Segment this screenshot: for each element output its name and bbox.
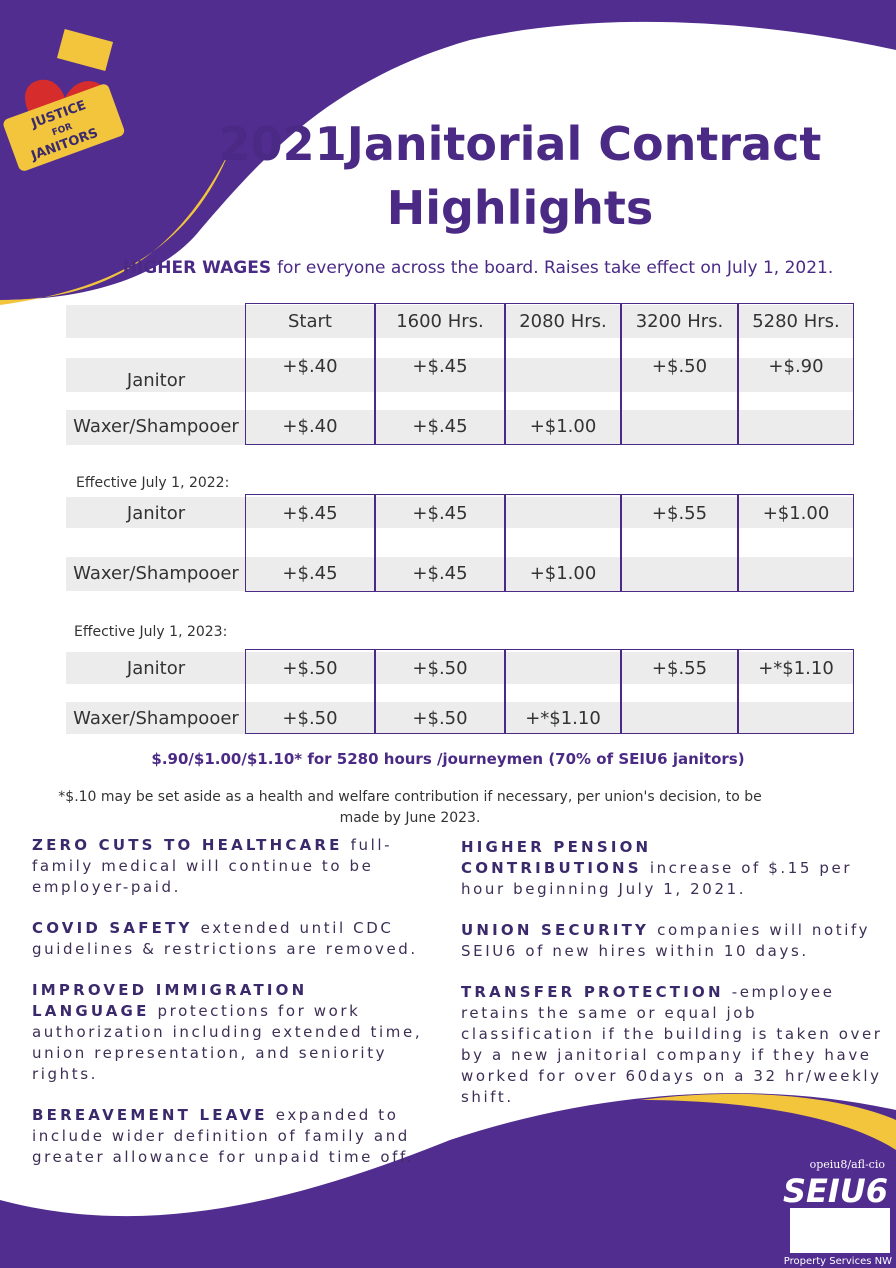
wage-cell: +$.45 <box>412 356 468 377</box>
row-band <box>66 652 854 684</box>
column-box <box>375 494 505 592</box>
division: Property Services NW <box>784 1256 892 1267</box>
column-box <box>738 303 854 445</box>
wage-cell: +$.45 <box>412 563 468 584</box>
column-box <box>245 494 375 592</box>
wage-cell: +$.45 <box>282 563 338 584</box>
column-header: 2080 Hrs. <box>519 311 607 332</box>
column-box <box>375 303 505 445</box>
column-box <box>245 649 375 734</box>
wage-cell: +$.40 <box>282 356 338 377</box>
wage-cell: +$.50 <box>651 356 708 377</box>
wage-cell: +$.55 <box>651 503 708 524</box>
wage-cell: +$.50 <box>412 708 468 729</box>
row-label: Janitor <box>126 503 186 524</box>
row-band <box>66 557 854 591</box>
wage-cell: +$.45 <box>282 503 338 524</box>
wage-cell: +*$1.10 <box>525 708 601 729</box>
summary: $.90/$1.00/$1.10* for 5280 hours /journe… <box>151 750 745 768</box>
table-caption: Effective July 1, 2022: <box>76 475 230 491</box>
column-box <box>505 303 621 445</box>
column-box <box>738 649 854 734</box>
benefit-heading: HIGHER PENSION CONTRIBUTIONS <box>461 838 652 877</box>
benefit-heading: ZERO CUTS TO HEALTHCARE <box>32 836 343 854</box>
benefit-text: increase of $.15 per hour beginning July… <box>461 859 853 898</box>
benefit-item: IMPROVED IMMIGRATION LANGUAGE protections… <box>32 980 442 1085</box>
benefit-item: HIGHER PENSION CONTRIBUTIONS increase of … <box>461 837 886 900</box>
wage-cell: +$1.00 <box>529 563 597 584</box>
affiliation: opeiu8/afl-cio <box>810 1158 886 1171</box>
seiu-name: SEIU6 <box>783 1172 888 1210</box>
benefit-item: TRANSFER PROTECTION -employee retains the… <box>461 982 886 1108</box>
column-box <box>505 494 621 592</box>
benefit-text: expanded to include wider definition of … <box>32 1106 415 1166</box>
wage-cell: +$.50 <box>282 658 338 679</box>
benefits-right: HIGHER PENSION CONTRIBUTIONS increase of … <box>461 837 886 1128</box>
benefit-heading: UNION SECURITY <box>461 921 650 939</box>
column-header: Start <box>288 311 332 332</box>
footnote: *$.10 may be set aside as a health and w… <box>58 789 762 826</box>
column-header: 3200 Hrs. <box>635 311 724 332</box>
heart-logo <box>3 29 125 171</box>
wage-cell: +$.45 <box>412 503 468 524</box>
wage-cell: +*$1.10 <box>758 658 834 679</box>
benefit-text: extended until CDC guidelines & restrict… <box>32 919 418 958</box>
benefit-item: COVID SAFETY extended until CDC guideline… <box>32 918 442 960</box>
wage-cell: +$.55 <box>651 658 708 679</box>
benefit-text: full-family medical will continue to be … <box>32 836 393 896</box>
column-box <box>621 649 738 734</box>
wage-cell: +$1.00 <box>529 416 597 437</box>
table-caption: Effective July 1, 2023: <box>74 624 228 640</box>
benefit-heading: COVID SAFETY <box>32 919 193 937</box>
benefit-text: companies will notify SEIU6 of new hires… <box>461 921 871 960</box>
benefits-left: ZERO CUTS TO HEALTHCARE full-family medic… <box>32 835 442 1188</box>
wage-cell: +$.90 <box>768 356 824 377</box>
column-header: 5280 Hrs. <box>752 311 840 332</box>
wage-cell: +$1.00 <box>762 503 830 524</box>
wage-cell: +$.40 <box>282 416 338 437</box>
column-box <box>738 494 854 592</box>
row-label: Janitor <box>126 658 186 679</box>
row-band <box>66 497 854 528</box>
intro: HIGHER WAGES for everyone across the boar… <box>60 258 896 278</box>
intro-bold: HIGHER WAGES <box>122 258 272 278</box>
row-label: Waxer/Shampooer <box>73 563 239 584</box>
row-band <box>66 410 854 445</box>
column-header: 1600 Hrs. <box>396 311 484 332</box>
title: 2021Janitorial Contract Highlights <box>218 117 822 235</box>
column-box <box>621 303 738 445</box>
row-label: Waxer/Shampooer <box>73 708 239 729</box>
benefit-item: ZERO CUTS TO HEALTHCARE full-family medic… <box>32 835 442 898</box>
column-box <box>505 649 621 734</box>
wage-cell: +$.50 <box>282 708 338 729</box>
row-band <box>66 702 854 734</box>
benefit-heading: TRANSFER PROTECTION <box>461 983 724 1001</box>
benefit-heading: BEREAVEMENT LEAVE <box>32 1106 268 1124</box>
row-band <box>66 358 854 392</box>
benefit-text: protections for work authorization inclu… <box>32 1002 423 1083</box>
column-box <box>375 649 505 734</box>
benefit-text: -employee retains the same or equal job … <box>461 983 883 1106</box>
column-box <box>621 494 738 592</box>
row-label: Janitor <box>126 370 186 391</box>
benefit-heading: IMPROVED IMMIGRATION LANGUAGE <box>32 981 308 1020</box>
wage-cell: +$.45 <box>412 416 468 437</box>
wage-cell: +$.50 <box>412 658 468 679</box>
benefit-item: BEREAVEMENT LEAVE expanded to include wid… <box>32 1105 442 1168</box>
benefit-item: UNION SECURITY companies will notify SEIU… <box>461 920 886 962</box>
row-label: Waxer/Shampooer <box>73 416 239 437</box>
intro-text: for everyone across the board. Raises ta… <box>277 258 834 278</box>
header-band <box>66 305 854 338</box>
column-box <box>245 303 375 445</box>
